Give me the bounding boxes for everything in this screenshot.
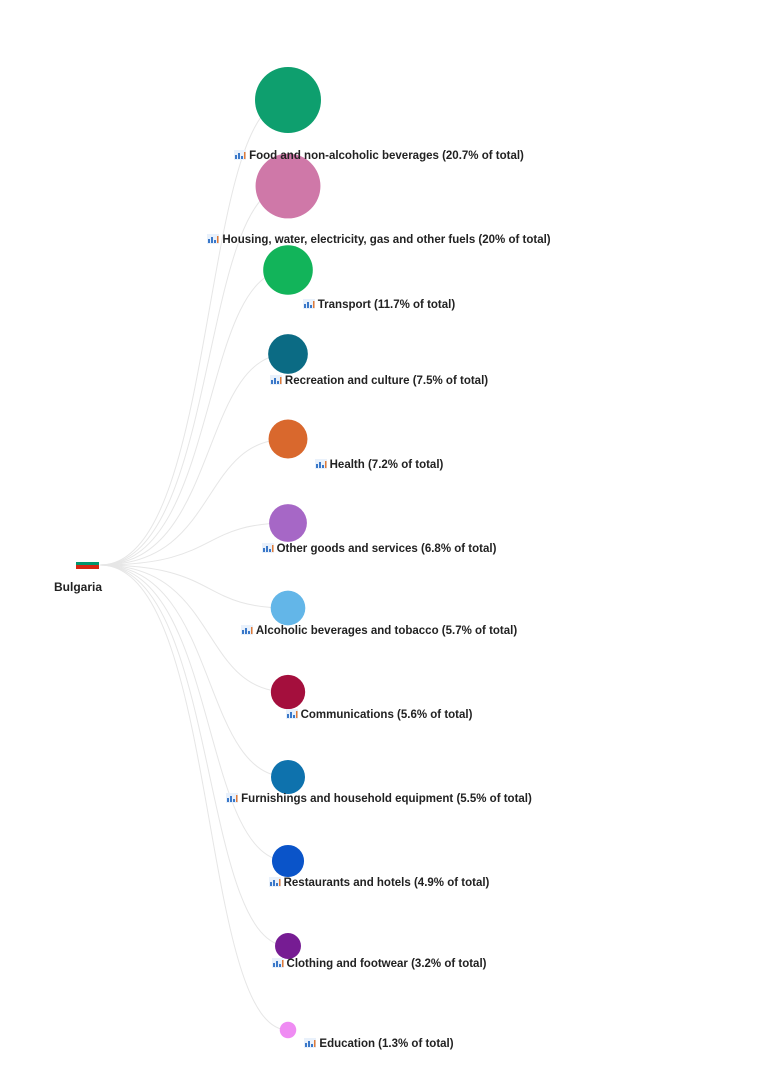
- category-chart-icon: [304, 1038, 317, 1048]
- node-circle-6[interactable]: [270, 590, 306, 626]
- node-label-text: Food and non-alcoholic beverages (20.7% …: [249, 150, 524, 162]
- node-circle-3[interactable]: [268, 334, 308, 374]
- node-label-text: Communications (5.6% of total): [300, 709, 473, 721]
- link-6: [99, 564, 289, 609]
- category-chart-icon: [268, 877, 281, 887]
- category-chart-icon: [271, 958, 284, 968]
- node-label-text: Transport (11.7% of total): [317, 299, 456, 311]
- link-8: [99, 564, 289, 778]
- node-circle-11[interactable]: [279, 1021, 297, 1039]
- link-4: [99, 438, 289, 566]
- link-9: [99, 564, 289, 862]
- node-label-text: Health (7.2% of total): [329, 459, 444, 471]
- category-chart-icon: [207, 234, 220, 244]
- node-circle-10[interactable]: [275, 933, 301, 959]
- node-label-text: Education (1.3% of total): [319, 1038, 454, 1050]
- category-chart-icon: [285, 709, 298, 719]
- node-circle-4[interactable]: [268, 419, 308, 459]
- flag-stripe-red: [76, 565, 99, 570]
- node-label-2[interactable]: Transport (11.7% of total): [0, 299, 758, 311]
- link-5: [99, 522, 289, 566]
- node-label-5[interactable]: Other goods and services (6.8% of total): [0, 543, 758, 555]
- node-label-4[interactable]: Health (7.2% of total): [0, 459, 758, 471]
- category-chart-icon: [240, 625, 253, 635]
- category-chart-icon: [234, 150, 247, 160]
- link-0: [99, 99, 289, 566]
- node-label-0[interactable]: Food and non-alcoholic beverages (20.7% …: [0, 150, 758, 162]
- category-chart-icon: [314, 459, 327, 469]
- root-label[interactable]: Bulgaria: [53, 580, 102, 594]
- links-group: [99, 99, 289, 1031]
- node-circle-2[interactable]: [263, 245, 313, 295]
- node-label-text: Housing, water, electricity, gas and oth…: [222, 234, 551, 246]
- node-label-7[interactable]: Communications (5.6% of total): [0, 709, 758, 721]
- node-label-text: Other goods and services (6.8% of total): [276, 543, 497, 555]
- node-label-text: Restaurants and hotels (4.9% of total): [283, 877, 490, 889]
- node-label-text: Furnishings and household equipment (5.5…: [241, 793, 532, 805]
- node-circle-8[interactable]: [270, 759, 306, 795]
- link-1: [99, 185, 289, 566]
- node-label-6[interactable]: Alcoholic beverages and tobacco (5.7% of…: [0, 625, 758, 637]
- node-circle-5[interactable]: [269, 504, 307, 542]
- node-label-11[interactable]: Education (1.3% of total): [0, 1038, 758, 1050]
- node-circle-9[interactable]: [271, 844, 305, 878]
- link-11: [99, 564, 289, 1031]
- category-chart-icon: [226, 793, 239, 803]
- category-chart-icon: [302, 299, 315, 309]
- node-label-text: Clothing and footwear (3.2% of total): [286, 958, 487, 970]
- flag-stripe-white: [76, 558, 99, 562]
- node-label-text: Alcoholic beverages and tobacco (5.7% of…: [255, 625, 518, 637]
- link-3: [99, 353, 289, 566]
- category-chart-icon: [261, 543, 274, 553]
- bulgaria-flag-icon[interactable]: [76, 558, 99, 570]
- node-label-10[interactable]: Clothing and footwear (3.2% of total): [0, 958, 758, 970]
- node-circle-0[interactable]: [255, 67, 321, 133]
- nodes-group: [255, 67, 321, 1039]
- flag-stripe-green: [76, 561, 99, 566]
- node-label-3[interactable]: Recreation and culture (7.5% of total): [0, 375, 758, 387]
- node-label-1[interactable]: Housing, water, electricity, gas and oth…: [0, 234, 758, 246]
- link-7: [99, 564, 289, 693]
- node-label-text: Recreation and culture (7.5% of total): [284, 375, 489, 387]
- category-chart-icon: [269, 375, 282, 385]
- node-circle-1[interactable]: [255, 153, 321, 219]
- node-label-9[interactable]: Restaurants and hotels (4.9% of total): [0, 877, 758, 889]
- link-2: [99, 269, 289, 566]
- node-circle-7[interactable]: [270, 674, 306, 710]
- node-label-8[interactable]: Furnishings and household equipment (5.5…: [0, 793, 758, 805]
- link-10: [99, 564, 289, 947]
